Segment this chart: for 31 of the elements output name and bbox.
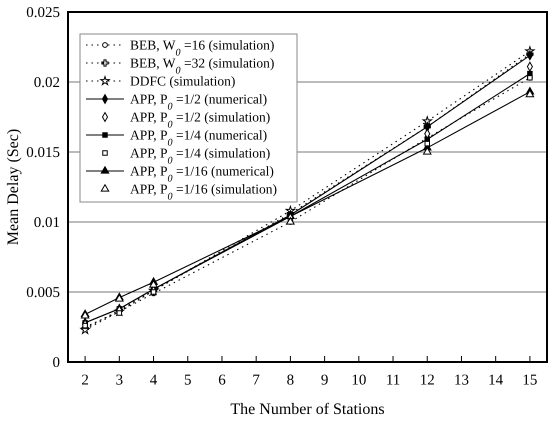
x-tick-label: 5 [184, 372, 192, 389]
legend-label: APP, P$_{0}$ =1/16 (simulation) [130, 182, 277, 202]
x-tick-label: 11 [386, 372, 400, 389]
x-tick-label: 4 [150, 372, 158, 389]
x-axis-title: The Number of Stations [230, 401, 385, 418]
x-tick-label: 6 [218, 372, 226, 389]
y-tick-label: 0.005 [26, 284, 60, 301]
legend-label: APP, P$_{0}$ =1/4 (numerical) [130, 128, 268, 148]
legend-label: BEB, W$_{0}$ =32 (simulation) [130, 56, 274, 76]
x-tick-label: 13 [454, 372, 469, 389]
y-tick-label: 0.01 [34, 214, 60, 231]
x-tick-label: 3 [116, 372, 124, 389]
x-tick-label: 14 [488, 372, 504, 389]
legend-label: APP, P$_{0}$ =1/16 (numerical) [130, 164, 274, 184]
y-tick-label: 0 [52, 354, 60, 371]
y-tick-label: 0.025 [26, 4, 60, 21]
legend-label: APP, P$_{0}$ =1/2 (numerical) [130, 92, 268, 112]
x-tick-label: 7 [252, 372, 260, 389]
y-tick-label: 0.015 [26, 144, 60, 161]
y-tick-label: 0.02 [34, 74, 60, 91]
legend-label: DDFC (simulation) [130, 74, 236, 89]
x-tick-label: 2 [81, 372, 89, 389]
x-tick-label: 9 [320, 372, 328, 389]
legend-label: APP, P$_{0}$ =1/4 (simulation) [130, 146, 270, 166]
x-tick-label: 8 [286, 372, 294, 389]
legend-label: BEB, W$_{0}$ =16 (simulation) [130, 38, 274, 58]
x-tick-label: 10 [351, 372, 366, 389]
x-tick-label: 15 [522, 372, 538, 389]
x-tick-label: 12 [420, 372, 435, 389]
legend-label: APP, P$_{0}$ =1/2 (simulation) [130, 110, 270, 130]
y-axis-title: Mean Delay (Sec) [5, 128, 22, 246]
